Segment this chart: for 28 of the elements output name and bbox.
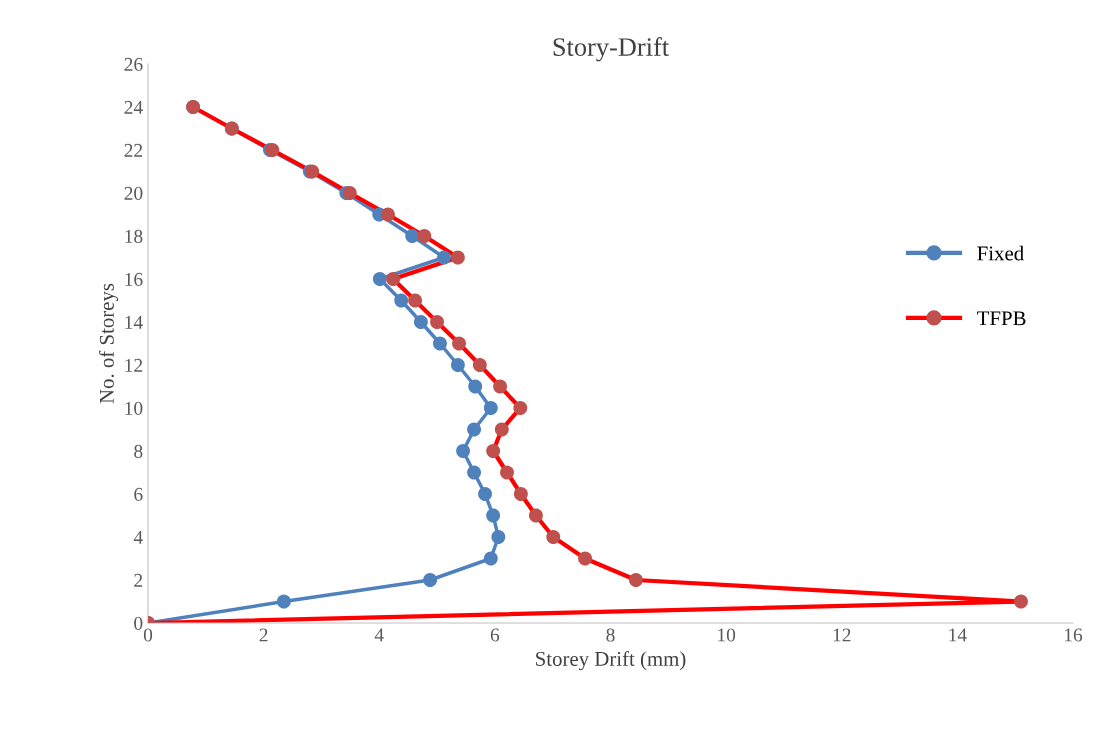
x-tick-label: 14: [949, 628, 967, 642]
y-tick-label: 4: [133, 530, 143, 544]
y-tick-label: 10: [125, 401, 143, 415]
y-tick-label: 16: [125, 272, 143, 286]
y-tick-label: 12: [125, 358, 143, 372]
x-tick-label: 0: [143, 628, 153, 642]
x-tick-label: 10: [718, 628, 736, 642]
y-tick-label: 8: [134, 444, 143, 458]
y-tick-label: 2: [134, 573, 143, 587]
x-axis-title: Storey Drift (mm): [536, 651, 686, 671]
x-tick-label: 6: [490, 628, 500, 642]
legend-label: TFPB: [977, 311, 1026, 326]
y-tick-label: 26: [124, 57, 143, 71]
y-tick-label: 20: [124, 186, 143, 200]
x-tick-label: 4: [374, 628, 384, 642]
x-tick-label: 16: [1064, 628, 1083, 642]
x-tick-label: 2: [259, 628, 268, 642]
x-tick-label: 8: [606, 628, 615, 642]
y-tick-label: 0: [134, 616, 143, 630]
chart-title: Story-Drift: [553, 37, 669, 62]
legend-label: Fixed: [977, 245, 1024, 261]
x-tick-label: 12: [833, 628, 851, 642]
y-tick-label: 18: [125, 229, 143, 243]
y-tick-label: 22: [124, 143, 143, 157]
y-tick-label: 24: [124, 100, 143, 114]
y-tick-label: 14: [125, 315, 143, 329]
y-tick-label: 6: [134, 487, 143, 501]
y-axis-title: No. of Storeys: [98, 283, 119, 404]
